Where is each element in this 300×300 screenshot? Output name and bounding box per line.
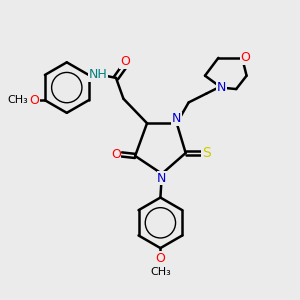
Text: O: O: [111, 148, 121, 161]
Text: O: O: [155, 252, 165, 265]
Text: CH₃: CH₃: [8, 95, 29, 105]
Text: O: O: [120, 55, 130, 68]
Text: NH: NH: [89, 68, 107, 82]
Text: N: N: [217, 81, 226, 94]
Text: CH₃: CH₃: [150, 267, 171, 277]
Text: N: N: [172, 112, 182, 125]
Text: N: N: [157, 172, 167, 185]
Text: O: O: [240, 51, 250, 64]
Text: S: S: [202, 146, 211, 160]
Text: O: O: [30, 94, 39, 107]
